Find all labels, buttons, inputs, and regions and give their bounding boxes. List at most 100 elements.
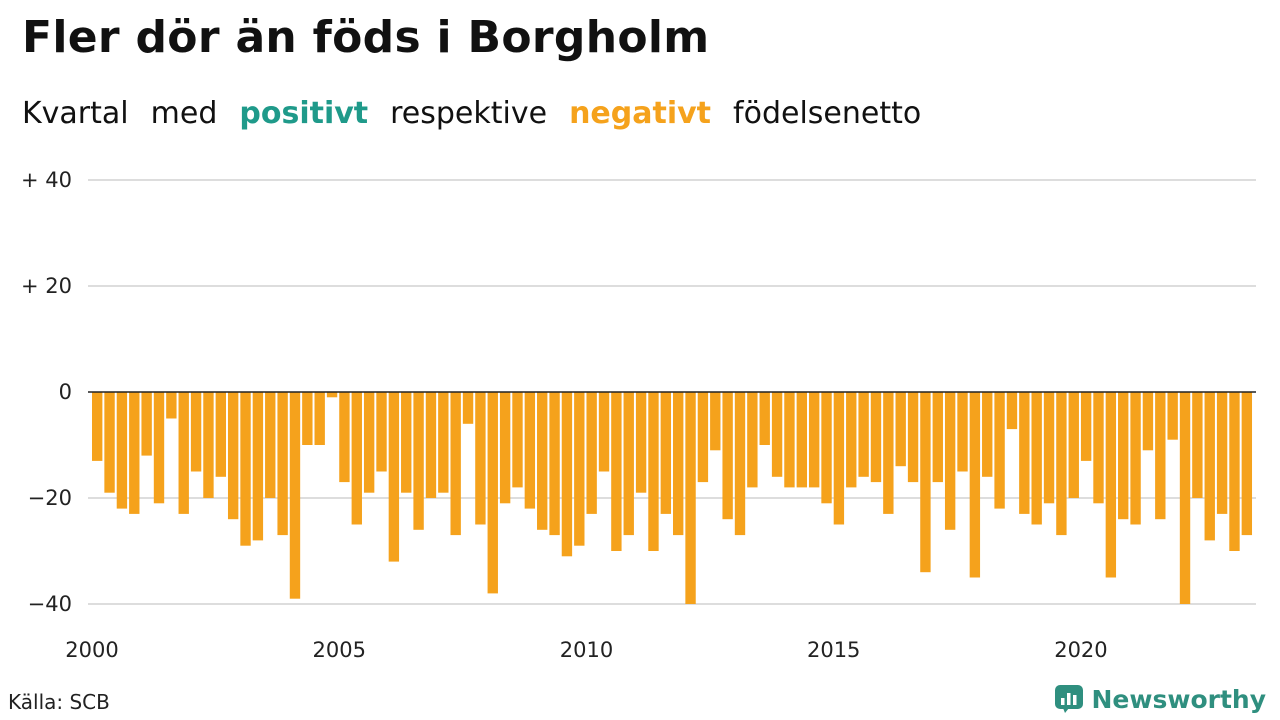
- bar: [673, 392, 684, 536]
- bar: [1229, 392, 1240, 551]
- bar: [487, 392, 498, 594]
- bar: [1019, 392, 1030, 514]
- bar: [339, 392, 350, 483]
- bar: [376, 392, 387, 472]
- bar: [104, 392, 115, 493]
- bar: [450, 392, 461, 536]
- bar: [314, 392, 325, 445]
- source-note: Källa: SCB: [8, 690, 110, 714]
- bar: [351, 392, 362, 525]
- bar: [129, 392, 140, 514]
- chart-title: Fler dör än föds i Borgholm: [22, 12, 710, 63]
- bar: [141, 392, 152, 456]
- bar: [1105, 392, 1117, 578]
- x-tick-label: 2010: [560, 638, 613, 662]
- bar: [611, 392, 622, 551]
- bar: [710, 392, 721, 451]
- x-tick-label: 2000: [65, 638, 118, 662]
- bar: [796, 392, 807, 488]
- bar: [388, 392, 400, 562]
- bar: [413, 392, 424, 530]
- bar: [957, 392, 968, 472]
- bar: [635, 392, 647, 493]
- bar: [499, 392, 511, 504]
- brand-name: Newsworthy: [1091, 684, 1267, 714]
- newsworthy-logo-icon: [1054, 685, 1083, 713]
- bar: [363, 392, 375, 493]
- bar: [771, 392, 783, 477]
- bar: [438, 392, 449, 493]
- y-tick-label: + 20: [21, 274, 72, 298]
- bar: [846, 392, 857, 488]
- bar: [1056, 392, 1067, 536]
- x-tick-label: 2015: [807, 638, 860, 662]
- bar: [932, 392, 943, 483]
- subtitle-word: födelsenetto: [733, 96, 922, 131]
- bar: [858, 392, 869, 477]
- bar: [969, 392, 981, 578]
- bar: [1043, 392, 1055, 504]
- bar: [1080, 392, 1092, 461]
- brand-logo: Newsworthy: [1054, 684, 1267, 714]
- bar: [722, 392, 733, 520]
- bar: [574, 392, 585, 546]
- bar: [215, 392, 226, 477]
- bar: [821, 392, 832, 504]
- bar: [190, 392, 202, 472]
- bar: [648, 392, 659, 551]
- bar: [734, 392, 746, 536]
- bar: [1155, 392, 1166, 520]
- bar: [203, 392, 214, 498]
- bar: [265, 392, 276, 498]
- bar: [462, 392, 474, 424]
- bar: [586, 392, 597, 514]
- bar: [1130, 392, 1141, 525]
- bar: [1204, 392, 1215, 541]
- bar: [808, 392, 820, 488]
- bar: [1142, 392, 1154, 451]
- bar: [92, 392, 103, 461]
- x-tick-label: 2020: [1054, 638, 1107, 662]
- bar: [227, 392, 239, 520]
- bar: [1167, 392, 1178, 440]
- bar: [166, 392, 177, 419]
- bar: [883, 392, 894, 514]
- bar: [784, 392, 795, 488]
- bar: [1031, 392, 1042, 525]
- subtitle-word: respektive: [390, 96, 548, 131]
- bar: [1118, 392, 1129, 520]
- bar: [994, 392, 1005, 509]
- subtitle-word: Kvartal: [22, 96, 129, 131]
- bar: [425, 392, 437, 498]
- bar: [561, 392, 573, 557]
- y-tick-label: + 40: [21, 168, 72, 192]
- bar: [895, 392, 906, 467]
- bar: [982, 392, 993, 477]
- bar: [660, 392, 672, 514]
- bar: [598, 392, 610, 472]
- bar: [537, 392, 548, 530]
- y-tick-label: −20: [28, 486, 72, 510]
- chart-subtitle: Kvartal med positivt respektive negativt föde…: [22, 96, 943, 131]
- bar: [1241, 392, 1253, 536]
- y-tick-label: 0: [59, 380, 72, 404]
- bar: [302, 392, 313, 445]
- bar: [475, 392, 486, 525]
- bar: [747, 392, 758, 488]
- bar: [833, 392, 845, 525]
- bar: [1216, 392, 1228, 514]
- subtitle-word: med: [150, 96, 218, 131]
- bar: [277, 392, 288, 536]
- bar: [1179, 392, 1191, 604]
- bar: [920, 392, 931, 573]
- legend-positive: positivt: [239, 96, 369, 131]
- bar: [289, 392, 301, 599]
- bar: [1006, 392, 1018, 430]
- bar: [870, 392, 882, 483]
- bar: [944, 392, 956, 530]
- bar: [759, 392, 770, 445]
- bar: [240, 392, 251, 546]
- bar-chart: + 40 + 20 0 −20 −40 2000 2005 2010 2015 2020: [21, 168, 1256, 662]
- bar: [1093, 392, 1104, 504]
- bar: [907, 392, 919, 483]
